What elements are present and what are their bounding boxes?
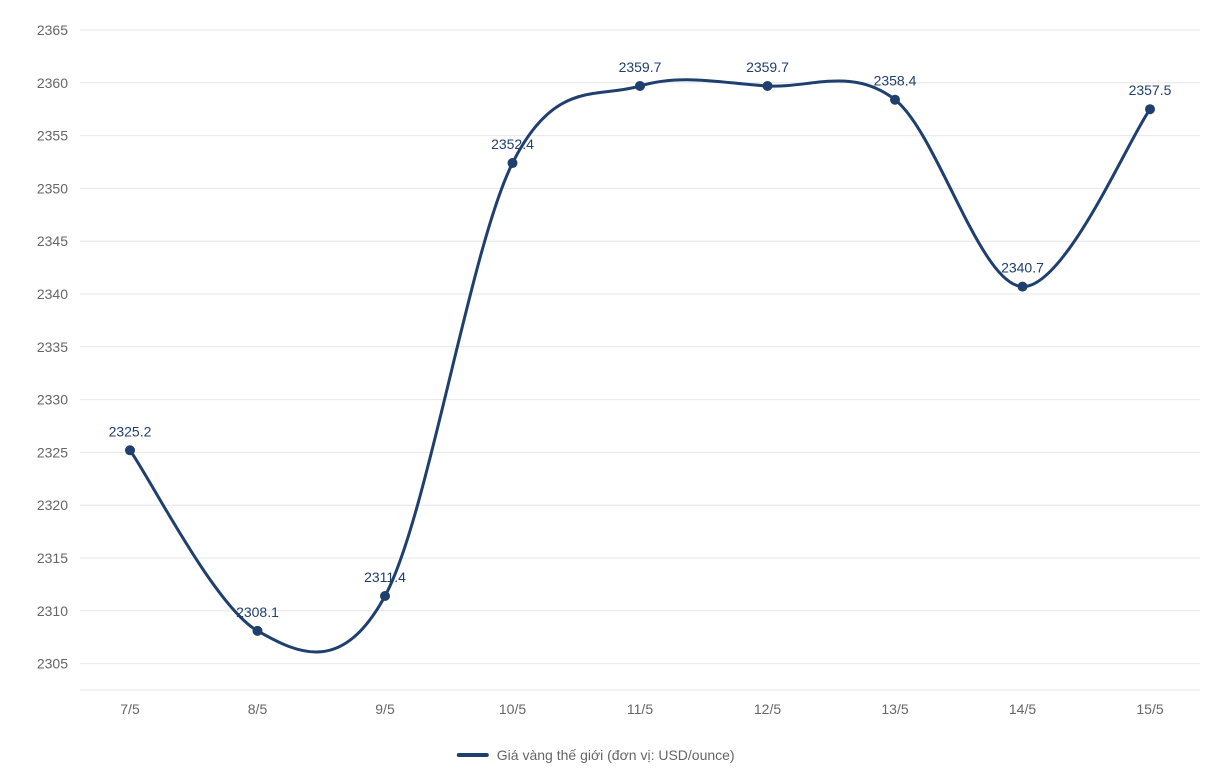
x-tick-label: 7/5 [120,701,140,717]
y-tick-label: 2350 [37,180,68,196]
data-label: 2311.4 [364,569,406,585]
data-label: 2340.7 [1001,260,1044,276]
data-point [635,81,645,91]
x-tick-label: 15/5 [1136,701,1163,717]
x-tick-label: 12/5 [754,701,781,717]
data-label: 2357.5 [1129,82,1172,98]
data-point [125,445,135,455]
data-point [890,95,900,105]
y-tick-label: 2325 [37,444,68,460]
data-label: 2352.4 [491,136,534,152]
legend-label: Giá vàng thế giới (đơn vị: USD/ounce) [497,747,735,763]
x-tick-label: 13/5 [881,701,908,717]
y-tick-label: 2320 [37,497,68,513]
data-label: 2359.7 [746,59,789,75]
data-point [253,626,263,636]
line-chart: 2305 2310 2315 2320 2325 2330 2335 2340 2345 2350… [0,0,1222,783]
data-point [763,81,773,91]
x-tick-label: 9/5 [375,701,395,717]
data-point [380,591,390,601]
data-point [1145,104,1155,114]
data-label: 2359.7 [619,59,662,75]
data-label: 2325.2 [109,423,152,439]
series-line [130,80,1150,652]
y-tick-label: 2355 [37,128,68,144]
data-point [1018,282,1028,292]
y-tick-label: 2340 [37,286,68,302]
data-label: 2358.4 [874,73,917,89]
y-tick-label: 2330 [37,392,68,408]
y-tick-label: 2335 [37,339,68,355]
x-tick-label: 10/5 [499,701,526,717]
x-tick-label: 14/5 [1009,701,1036,717]
x-tick-label: 8/5 [248,701,268,717]
y-tick-label: 2315 [37,550,68,566]
y-tick-label: 2345 [37,233,68,249]
x-tick-label: 11/5 [627,701,653,717]
y-tick-label: 2365 [37,22,68,38]
y-tick-label: 2305 [37,656,68,672]
y-tick-label: 2360 [37,75,68,91]
data-point [508,158,518,168]
y-tick-label: 2310 [37,603,68,619]
data-label: 2308.1 [236,604,279,620]
chart-container: 2305 2310 2315 2320 2325 2330 2335 2340 2345 2350… [0,0,1222,783]
